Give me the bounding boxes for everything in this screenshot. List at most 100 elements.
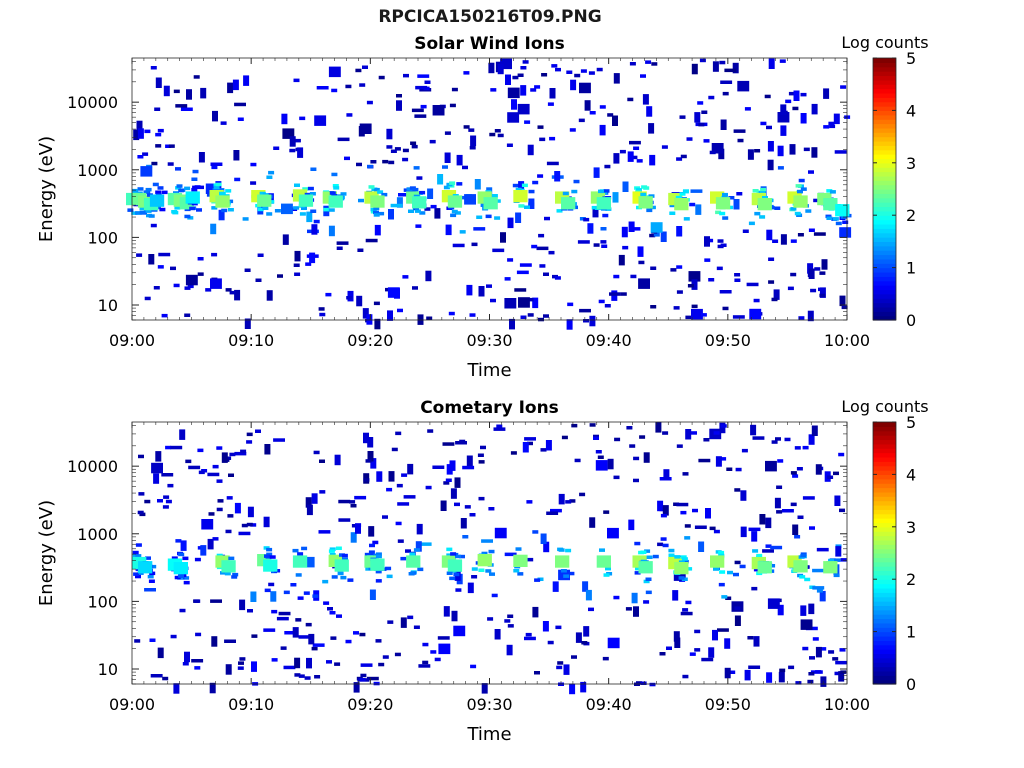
speckle-cell [660, 231, 667, 242]
speckle-cell [305, 622, 312, 627]
speckle-cell [346, 296, 353, 300]
speckle-cell [766, 672, 773, 683]
speckle-cell [440, 500, 447, 511]
speckle-cell [593, 167, 600, 178]
data-cell [408, 209, 414, 213]
data-cell [599, 548, 605, 552]
speckle-cell [819, 590, 826, 602]
speckle-cell [650, 222, 663, 233]
speckle-cell [224, 639, 236, 643]
speckle-cell [593, 243, 600, 247]
speckle-cell [200, 545, 207, 556]
colorbar-segment [873, 605, 896, 611]
colorbar-segment [873, 66, 896, 72]
speckle-cell [746, 282, 759, 287]
data-cell [225, 189, 232, 193]
speckle-cell [673, 502, 680, 506]
colorbar-segment [873, 254, 896, 260]
speckle-cell [709, 526, 716, 531]
speckle-cell [368, 526, 375, 537]
speckle-cell [374, 224, 381, 236]
data-cell [174, 206, 181, 210]
data-cell [143, 190, 150, 195]
data-cell [722, 216, 729, 220]
y-tick-label: 100 [87, 228, 118, 247]
speckle-cell [138, 454, 144, 459]
speckle-cell [179, 429, 186, 440]
speckle-cell [424, 80, 431, 84]
speckle-cell [628, 221, 635, 232]
speckle-cell [643, 452, 650, 463]
speckle-cell [402, 157, 409, 162]
speckle-cell [355, 68, 362, 73]
speckle-cell [360, 673, 367, 678]
colorbar-segment [873, 75, 896, 81]
data-cell [643, 186, 650, 190]
speckle-cell [676, 502, 689, 507]
speckle-cell [812, 586, 825, 590]
colorbar-segment [873, 88, 896, 94]
speckle-cell [579, 308, 591, 313]
speckle-cell [676, 444, 683, 448]
speckle-cell [298, 674, 305, 678]
data-cell [333, 186, 340, 190]
data-cell [196, 208, 202, 212]
speckle-cell [226, 496, 233, 500]
y-axis-label: Energy (eV) [36, 136, 57, 242]
speckle-cell [733, 129, 746, 133]
speckle-cell [210, 599, 222, 603]
speckle-cell [748, 221, 755, 226]
data-cell [715, 197, 731, 210]
speckle-cell [796, 467, 803, 471]
colorbar-segment [873, 158, 896, 164]
speckle-cell [725, 596, 732, 600]
speckle-cell [568, 571, 575, 576]
colorbar-segment [873, 618, 896, 624]
data-cell [370, 558, 385, 571]
speckle-cell [157, 265, 164, 269]
speckle-cell [366, 314, 373, 325]
speckle-cell [293, 78, 300, 83]
speckle-cell [676, 290, 683, 294]
speckle-cell [627, 97, 634, 102]
colorbar-tick-label: 0 [906, 675, 916, 694]
speckle-cell [274, 209, 281, 213]
colorbar-segment [873, 657, 896, 663]
speckle-cell [673, 570, 686, 581]
speckle-cell [282, 128, 295, 139]
speckle-cell [150, 223, 157, 228]
speckle-cell [205, 288, 212, 292]
data-cell [752, 189, 759, 193]
speckle-cell [724, 68, 737, 73]
speckle-cell [238, 531, 251, 536]
data-cell [489, 572, 495, 576]
speckle-cell [298, 635, 311, 639]
speckle-cell [359, 632, 366, 637]
speckle-cell [662, 543, 669, 548]
speckle-cell [150, 564, 157, 569]
data-cell [571, 189, 578, 194]
speckle-cell [659, 507, 666, 512]
data-cell [329, 191, 336, 195]
speckle-cell [161, 313, 168, 318]
speckle-cell [776, 510, 783, 514]
speckle-cell [234, 102, 246, 107]
colorbar-segment [873, 513, 896, 519]
speckle-cell [277, 274, 283, 278]
speckle-cell [811, 103, 818, 115]
speckle-cell [218, 209, 225, 221]
colorbar-segment [873, 315, 896, 321]
speckle-cell [577, 240, 590, 244]
speckle-cell [599, 105, 606, 109]
data-cell [561, 197, 576, 210]
speckle-cell [198, 470, 205, 475]
speckle-cell [620, 292, 627, 296]
speckle-cell [155, 77, 162, 88]
colorbar-segment [873, 483, 896, 489]
speckle-cell [834, 150, 847, 154]
speckle-cell [195, 632, 202, 637]
data-cell [491, 194, 498, 198]
speckle-cell [326, 660, 332, 664]
speckle-cell [694, 112, 701, 123]
